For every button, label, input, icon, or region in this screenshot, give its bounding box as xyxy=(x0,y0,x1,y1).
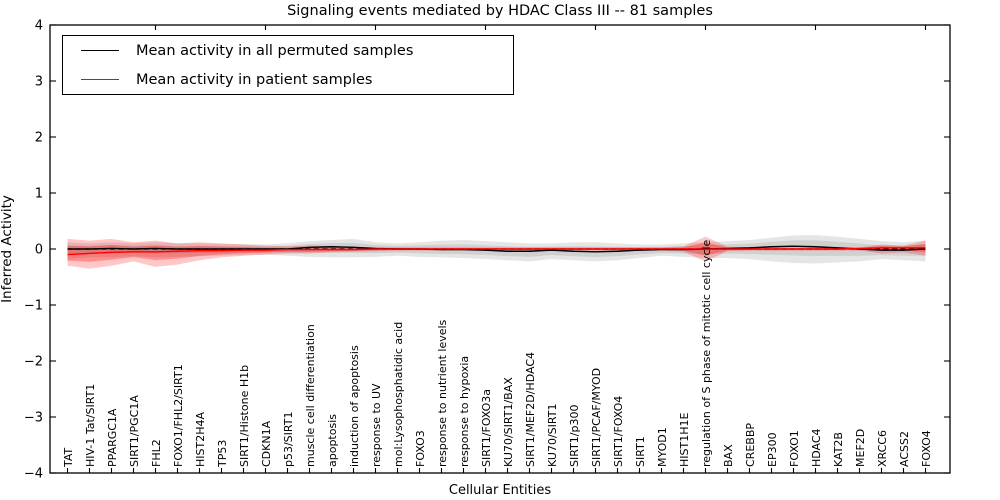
x-tick-label: SIRT1/PCAF/MYOD xyxy=(590,368,603,467)
x-tick-label: TP53 xyxy=(216,440,229,468)
x-tick-label: CREBBP xyxy=(744,423,757,467)
x-tick-label: SIRT1/FOXO3a xyxy=(480,389,493,467)
y-tick-label: 4 xyxy=(35,18,43,33)
legend-label: Mean activity in all permuted samples xyxy=(136,42,414,59)
x-tick-label: SIRT1/p300 xyxy=(568,405,581,467)
y-tick-label: −4 xyxy=(24,466,43,481)
x-tick-label: HIST1H1E xyxy=(678,413,691,467)
x-tick-label: p53/SIRT1 xyxy=(282,412,295,467)
x-tick-label: CDKN1A xyxy=(260,420,273,467)
x-tick-label: KU70/SIRT1/BAX xyxy=(502,377,515,467)
y-tick-label: 2 xyxy=(35,130,43,145)
patient-mean-line xyxy=(67,247,926,256)
x-tick-label: response to nutrient levels xyxy=(436,319,449,467)
x-tick-label: SIRT1/MEF2D/HDAC4 xyxy=(524,352,537,467)
x-tick-label: FOXO1 xyxy=(788,430,801,467)
x-tick-label: EP300 xyxy=(766,432,779,467)
x-tick-label: induction of apoptosis xyxy=(348,345,361,467)
legend: Mean activity in all permuted samples Me… xyxy=(62,35,514,95)
legend-entry-permuted: Mean activity in all permuted samples xyxy=(63,37,513,65)
x-tick-label: KAT2B xyxy=(832,432,845,467)
x-tick-label: HIV-1 Tat/SIRT1 xyxy=(84,384,97,467)
y-tick-label: 0 xyxy=(35,242,43,257)
x-tick-label: MEF2D xyxy=(854,429,867,467)
x-tick-label: regulation of S phase of mitotic cell cy… xyxy=(700,239,713,467)
x-tick-label: apoptosis xyxy=(326,414,339,467)
x-tick-label: KU70/SIRT1 xyxy=(546,404,559,467)
x-tick-label: SIRT1 xyxy=(634,436,647,467)
y-tick-label: −3 xyxy=(24,410,43,425)
x-tick-label: FOXO1/FHL2/SIRT1 xyxy=(172,364,185,467)
x-tick-label: BAX xyxy=(722,444,735,467)
legend-line-sample-black xyxy=(81,50,119,51)
x-axis-label: Cellular Entities xyxy=(448,483,552,498)
patient-band-outer xyxy=(67,236,926,269)
x-tick-label: response to hypoxia xyxy=(458,356,471,467)
x-tick-label: SIRT1/PGC1A xyxy=(128,395,141,467)
permuted-mean-line xyxy=(67,245,926,253)
legend-entry-patient: Mean activity in patient samples xyxy=(63,66,513,94)
x-tick-label: HDAC4 xyxy=(810,428,823,467)
x-tick-label: FOXO4 xyxy=(920,430,933,467)
x-tick-label: muscle cell differentiation xyxy=(304,324,317,467)
x-tick-label: FHL2 xyxy=(150,439,163,467)
y-axis-label: Inferred Activity xyxy=(0,195,15,303)
x-tick-label: SIRT1/FOXO4 xyxy=(612,396,625,467)
x-tick-label: mol:Lysophosphatidic acid xyxy=(392,322,405,467)
x-tick-label: PPARGC1A xyxy=(106,408,119,467)
x-tick-label: HIST2H4A xyxy=(194,412,207,467)
x-tick-label: SIRT1/Histone H1b xyxy=(238,365,251,467)
legend-line-sample-red xyxy=(81,79,119,80)
x-tick-label: FOXO3 xyxy=(414,430,427,467)
x-tick-label: MYOD1 xyxy=(656,427,669,467)
y-tick-label: −2 xyxy=(24,354,43,369)
y-tick-label: 1 xyxy=(35,186,43,201)
x-tick-label: TAT xyxy=(62,447,75,468)
x-tick-label: response to UV xyxy=(370,383,383,467)
legend-label: Mean activity in patient samples xyxy=(136,71,373,88)
y-tick-label: −1 xyxy=(24,298,43,313)
patient-band-inner xyxy=(67,242,926,262)
y-tick-label: 3 xyxy=(35,74,43,89)
x-tick-label: ACSS2 xyxy=(898,431,911,467)
chart-title: Signaling events mediated by HDAC Class … xyxy=(287,3,713,19)
x-tick-label: XRCC6 xyxy=(876,430,889,467)
